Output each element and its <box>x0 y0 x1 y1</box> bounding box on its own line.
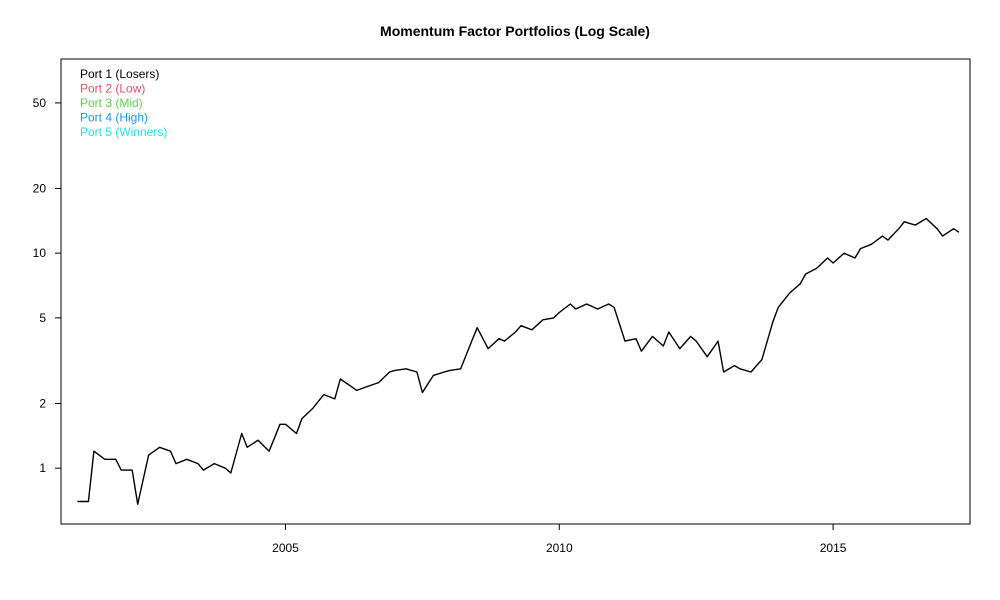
legend-item: Port 1 (Losers) <box>80 67 159 81</box>
x-tick-label: 2010 <box>546 541 573 555</box>
plot-frame <box>60 58 971 525</box>
x-tick-label: 2005 <box>272 541 299 555</box>
series-layer <box>77 217 960 505</box>
legend-item: Port 2 (Low) <box>80 82 145 96</box>
legend-item: Port 5 (Winners) <box>80 125 167 139</box>
legend-item: Port 4 (High) <box>80 111 148 125</box>
legend-item: Port 3 (Mid) <box>80 96 143 110</box>
y-tick-label: 50 <box>33 96 47 110</box>
y-tick-label: 10 <box>33 246 47 260</box>
y-tick-label: 5 <box>39 311 46 325</box>
x-tick-label: 2015 <box>820 541 847 555</box>
y-axis: 1 2 5 10 20 50 <box>33 96 61 475</box>
y-tick-label: 2 <box>39 396 46 410</box>
y-tick-label: 20 <box>33 181 47 195</box>
y-tick-label: 1 <box>39 461 46 475</box>
chart-title: Momentum Factor Portfolios (Log Scale) <box>380 23 650 39</box>
series-line-0 <box>77 217 960 505</box>
legend: Port 1 (Losers)Port 2 (Low)Port 3 (Mid)P… <box>80 67 167 139</box>
x-axis: 2005 2010 2015 <box>272 524 847 555</box>
